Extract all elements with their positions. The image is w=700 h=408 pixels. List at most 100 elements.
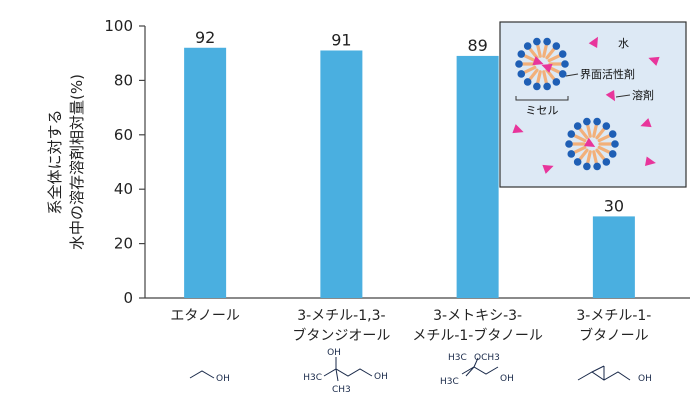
bar — [456, 55, 499, 298]
solvent-molecule — [645, 156, 656, 166]
surfactant-tail — [545, 47, 556, 60]
data-label: 91 — [331, 30, 351, 49]
atom-label: H3C — [440, 377, 459, 387]
atom-label: H3C — [448, 353, 467, 363]
surfactant-head — [565, 140, 573, 148]
y-axis-label: 系全体に対する 水中の溶存溶剤相対量(%) — [46, 74, 86, 250]
surfactant-tail — [592, 150, 598, 165]
solvent-molecule — [542, 164, 554, 174]
molecule-structures: OH OH H3C CH3 OH H3C OCH3 H3C OH OH — [189, 348, 652, 395]
surfactant-head — [573, 158, 582, 166]
surfactant-tail — [573, 145, 587, 154]
atom-label: OH — [216, 374, 230, 384]
solvent-molecule — [588, 36, 598, 48]
category-label: 3-メチル-1- — [576, 308, 651, 324]
surfactant-tail — [523, 65, 537, 74]
surfactant-head — [567, 130, 576, 138]
solvent-molecule — [648, 56, 660, 66]
surfactant-head — [523, 42, 532, 50]
surfactant-tail — [592, 123, 598, 138]
surfactant-head — [608, 150, 617, 158]
surfactant-head — [583, 117, 591, 126]
data-label: 89 — [467, 36, 487, 55]
surfactant-tail — [542, 43, 548, 58]
surfactant-head — [608, 130, 617, 138]
surfactant-head — [517, 70, 526, 78]
surfactant-tail — [536, 43, 542, 58]
surfactant-head — [567, 150, 576, 158]
surfactant-tail — [595, 148, 606, 161]
surfactant-head — [533, 37, 541, 46]
labels: 0 20 40 60 80 100 92 エタノール 91 3-メチル-1,3- ブタンジオール 89… — [104, 17, 651, 344]
y-axis-label-line: 水中の溶存溶剤相対量(%) — [68, 74, 86, 250]
solvent-molecule — [512, 124, 524, 134]
surfactant-head — [573, 122, 582, 130]
category-label: メチル-1-ブタノール — [412, 327, 543, 344]
bar — [184, 47, 227, 299]
data-label: 92 — [195, 28, 215, 47]
surfactant-head — [543, 82, 551, 91]
atom-label: OCH3 — [474, 353, 500, 363]
surfactant-leader — [565, 73, 579, 77]
surfactant-head — [517, 50, 526, 58]
surfactant-head — [611, 140, 619, 148]
micelle-bracket — [515, 96, 569, 101]
y-tick-label: 60 — [114, 126, 133, 144]
category-label: ブタンジオール — [292, 327, 390, 344]
surfactant-head — [515, 60, 523, 68]
surfactant-head — [583, 162, 591, 171]
atom-label: OH — [374, 372, 388, 382]
surfactant-head — [561, 60, 569, 68]
micelle-label: ミセル — [526, 104, 559, 117]
surfactant-head — [558, 70, 567, 78]
y-tick-label: 20 — [114, 235, 133, 253]
surfactant-tail — [578, 148, 589, 161]
category-label: ブタノール — [579, 327, 649, 344]
y-axis-label-line: 系全体に対する — [46, 109, 64, 214]
surfactant-head — [543, 37, 551, 46]
micelle — [515, 37, 569, 91]
bar — [320, 50, 363, 299]
surfactant-tail — [523, 54, 537, 63]
surfactant-head — [593, 117, 601, 126]
surfactant-head — [552, 78, 561, 86]
y-tick-label: 100 — [104, 17, 133, 35]
surfactant-tail — [578, 127, 589, 140]
surfactant-label: 界面活性剤 — [580, 67, 635, 81]
atom-label: OH — [638, 374, 652, 384]
bond — [189, 370, 215, 379]
water-label: 水 — [618, 37, 629, 50]
solvent-molecule — [584, 137, 596, 147]
surfactant-head — [602, 158, 611, 166]
y-tick-label: 80 — [114, 71, 133, 89]
category-label: エタノール — [170, 308, 240, 324]
y-tick-label: 0 — [123, 289, 133, 307]
solvent-molecule — [532, 56, 544, 66]
category-label: 3-メトキシ-3- — [433, 308, 522, 324]
bond — [465, 366, 475, 377]
bond — [461, 366, 499, 375]
surfactant-tail — [586, 150, 592, 165]
bar — [592, 216, 635, 298]
atom-label: CH3 — [332, 385, 351, 395]
solvent-molecule — [605, 90, 615, 102]
surfactant-tail — [597, 134, 611, 143]
surfactant-tail — [528, 68, 539, 81]
surfactant-head — [533, 82, 541, 91]
bond — [323, 368, 373, 377]
y-tick-label: 40 — [114, 180, 133, 198]
atom-label: OH — [500, 374, 514, 384]
atom-label: H3C — [303, 373, 322, 383]
surfactant-tail — [586, 123, 592, 138]
surfactant-tail — [595, 127, 606, 140]
surfactant-tail — [573, 134, 587, 143]
bond — [335, 368, 339, 382]
bond — [473, 357, 479, 368]
surfactant-tail — [597, 145, 611, 154]
surfactant-head — [552, 42, 561, 50]
solvent-molecule — [640, 118, 652, 128]
category-label: 3-メチル-1,3- — [297, 308, 385, 324]
solvent-label: 溶剤 — [632, 88, 654, 102]
